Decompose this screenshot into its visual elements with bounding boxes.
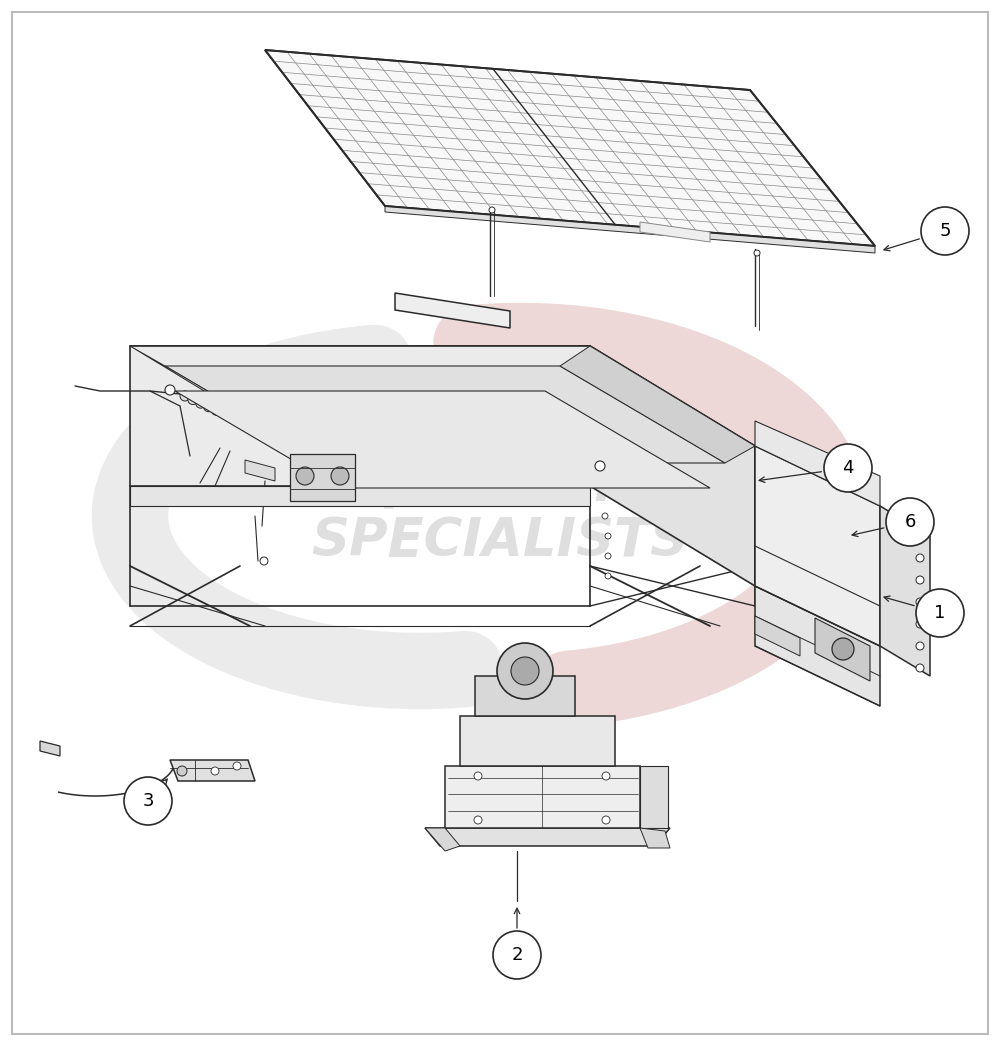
- Circle shape: [489, 207, 495, 213]
- Circle shape: [180, 391, 190, 401]
- Polygon shape: [245, 460, 275, 481]
- Circle shape: [474, 816, 482, 824]
- Circle shape: [235, 416, 245, 426]
- Text: EQUIPMENT: EQUIPMENT: [325, 460, 675, 511]
- Polygon shape: [130, 346, 590, 486]
- Polygon shape: [445, 766, 640, 828]
- Circle shape: [605, 573, 611, 579]
- Circle shape: [602, 513, 608, 519]
- Circle shape: [211, 767, 219, 775]
- Polygon shape: [265, 50, 875, 246]
- Polygon shape: [130, 346, 755, 446]
- Circle shape: [188, 394, 198, 405]
- Circle shape: [233, 761, 241, 770]
- Circle shape: [602, 772, 610, 780]
- Circle shape: [602, 816, 610, 824]
- Polygon shape: [640, 828, 670, 848]
- Circle shape: [296, 467, 314, 485]
- Polygon shape: [755, 420, 880, 506]
- Circle shape: [921, 207, 969, 255]
- Circle shape: [916, 664, 924, 672]
- Text: 3: 3: [142, 792, 154, 810]
- Polygon shape: [460, 717, 615, 766]
- Polygon shape: [290, 454, 355, 501]
- Circle shape: [916, 598, 924, 606]
- Circle shape: [196, 399, 206, 408]
- Circle shape: [754, 250, 760, 256]
- Circle shape: [916, 589, 964, 637]
- Polygon shape: [590, 346, 755, 586]
- Circle shape: [605, 533, 611, 539]
- Polygon shape: [880, 506, 930, 676]
- Circle shape: [165, 385, 175, 395]
- Polygon shape: [475, 676, 575, 717]
- Polygon shape: [640, 222, 710, 242]
- Text: SPECIALISTS: SPECIALISTS: [311, 515, 689, 567]
- Polygon shape: [385, 206, 875, 253]
- Circle shape: [886, 498, 934, 546]
- Polygon shape: [815, 618, 870, 681]
- Polygon shape: [755, 446, 880, 646]
- Polygon shape: [130, 346, 330, 463]
- Circle shape: [227, 412, 237, 423]
- Circle shape: [511, 657, 539, 685]
- Text: 5: 5: [939, 222, 951, 240]
- Polygon shape: [170, 760, 255, 781]
- Circle shape: [211, 405, 221, 415]
- Circle shape: [605, 553, 611, 559]
- Polygon shape: [755, 586, 880, 706]
- Text: 2: 2: [511, 946, 523, 964]
- Circle shape: [260, 558, 268, 565]
- Polygon shape: [755, 616, 800, 656]
- Circle shape: [595, 461, 605, 471]
- Circle shape: [916, 532, 924, 540]
- Circle shape: [916, 642, 924, 650]
- Circle shape: [474, 772, 482, 780]
- Text: 1: 1: [934, 604, 946, 622]
- Polygon shape: [425, 828, 670, 846]
- Circle shape: [832, 638, 854, 660]
- Circle shape: [219, 409, 229, 418]
- Text: INC: INC: [608, 477, 642, 496]
- Polygon shape: [165, 366, 725, 463]
- Circle shape: [916, 576, 924, 584]
- Polygon shape: [40, 741, 60, 756]
- Polygon shape: [755, 536, 880, 656]
- Circle shape: [824, 444, 872, 492]
- Polygon shape: [130, 486, 590, 506]
- Circle shape: [204, 402, 214, 412]
- Polygon shape: [175, 391, 710, 488]
- Polygon shape: [395, 293, 510, 328]
- Circle shape: [177, 766, 187, 776]
- Text: 6: 6: [904, 513, 916, 531]
- Polygon shape: [425, 828, 460, 851]
- Circle shape: [493, 931, 541, 979]
- Polygon shape: [640, 766, 668, 828]
- Circle shape: [124, 777, 172, 825]
- Polygon shape: [560, 346, 755, 463]
- Text: 4: 4: [842, 459, 854, 477]
- Circle shape: [497, 643, 553, 699]
- Circle shape: [916, 620, 924, 628]
- Circle shape: [916, 554, 924, 562]
- Circle shape: [331, 467, 349, 485]
